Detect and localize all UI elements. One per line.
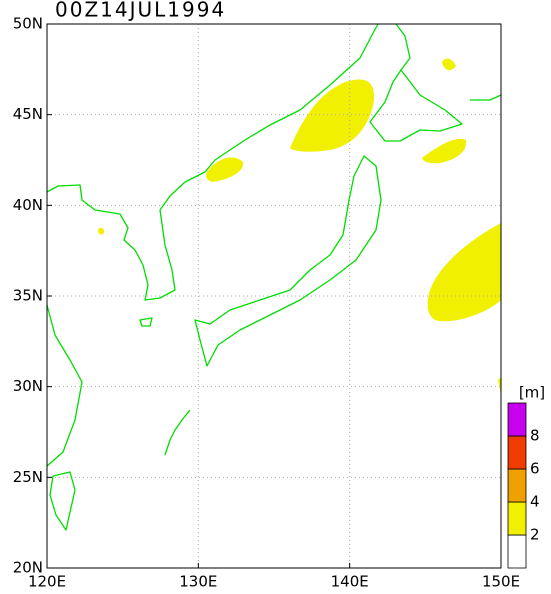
wave-region (422, 138, 467, 164)
lat-tick-label: 30N (13, 377, 43, 395)
wave-region (98, 227, 105, 235)
coastline (194, 155, 382, 367)
lon-tick-label: 120E (28, 573, 66, 591)
lat-tick-label: 20N (13, 559, 43, 577)
coastline (369, 69, 463, 142)
colorbar-label: 2 (530, 526, 540, 544)
colorbar-label: 6 (530, 460, 540, 478)
map-title: 00Z14JUL1994 (55, 0, 226, 22)
wave-region (206, 157, 244, 182)
colorbar-swatch (507, 435, 527, 470)
lon-tick-label: 140E (331, 573, 369, 591)
coastline (139, 317, 153, 327)
wave-region (427, 223, 501, 322)
coastline (470, 94, 502, 101)
colorbar-label: 8 (530, 427, 540, 445)
wave-region (290, 79, 375, 152)
lon-tick-label: 150E (482, 573, 520, 591)
lat-tick-label: 25N (13, 468, 43, 486)
colorbar: [m] 2 4 6 8 (507, 384, 545, 569)
colorbar-swatch (507, 402, 527, 437)
coastline (49, 471, 76, 531)
coastline (46, 304, 83, 467)
colorbar-label: 4 (530, 493, 540, 511)
coastlines (46, 23, 502, 531)
grid (47, 24, 501, 568)
colorbar-swatch (507, 534, 527, 569)
coastline (46, 23, 379, 301)
lat-tick-label: 35N (13, 287, 43, 305)
colorbar-unit: [m] (519, 384, 545, 402)
wave-region (498, 377, 501, 395)
coastline (164, 409, 191, 456)
wave-region (442, 58, 456, 71)
lon-tick-label: 130E (179, 573, 217, 591)
lat-tick-label: 40N (13, 196, 43, 214)
colorbar-swatch (507, 468, 527, 503)
colorbar-swatch (507, 501, 527, 536)
wave-regions (98, 58, 501, 395)
lat-tick-label: 50N (13, 15, 43, 33)
lat-tick-label: 45N (13, 105, 43, 123)
coastline (395, 23, 411, 71)
